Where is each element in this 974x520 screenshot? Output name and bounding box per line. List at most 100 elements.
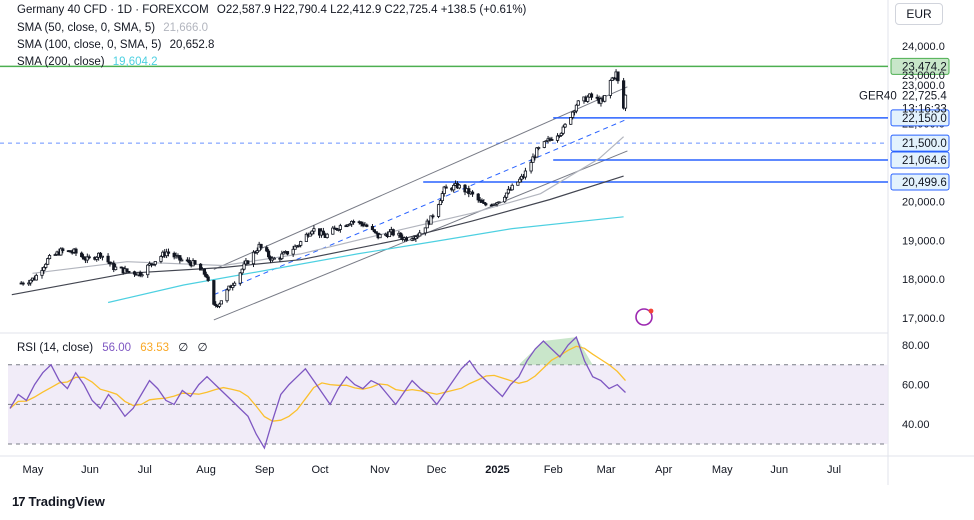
- price-level-tag: [890, 57, 950, 75]
- candle-body: [238, 272, 242, 284]
- rsi-label[interactable]: RSI (14, close): [17, 342, 94, 354]
- candle-body: [53, 254, 57, 256]
- candle-body: [616, 71, 620, 82]
- candle-body: [100, 255, 105, 258]
- legend-title-row: Germany 40 CFD · 1D · FOREXCOM O22,587.9…: [17, 4, 531, 16]
- candle-body: [523, 170, 528, 178]
- tradingview-brand[interactable]: 17 TradingView: [12, 494, 105, 509]
- candle-body: [399, 232, 403, 238]
- candle-body: [452, 184, 456, 191]
- rsi-value: 56.00: [102, 342, 132, 354]
- sma200-line[interactable]: [107, 216, 624, 304]
- candle-body: [348, 223, 352, 226]
- symbol-label: GER40: [859, 91, 897, 103]
- channel-upper-line[interactable]: [213, 86, 628, 270]
- y-tick-label: 17,000.0: [902, 313, 945, 325]
- y-tick-label: 23,000.0: [902, 70, 945, 82]
- candle-body: [622, 80, 626, 109]
- candle-body: [127, 271, 131, 273]
- channel-mid-line[interactable]: [213, 118, 628, 296]
- sma200-label[interactable]: SMA (200, close): [17, 56, 105, 68]
- candle-body: [267, 250, 271, 258]
- candle-body: [404, 237, 409, 241]
- rsi-ma-value: 63.53: [140, 342, 170, 354]
- candle-body: [531, 156, 535, 163]
- candle-body: [225, 289, 229, 302]
- sma50-line[interactable]: [32, 136, 625, 274]
- y-tick-label: 23,000.0: [902, 80, 945, 92]
- price-level-label: 22,150.0: [902, 113, 947, 125]
- x-tick-label: Nov: [370, 464, 390, 476]
- candle-body: [219, 300, 223, 305]
- candle-body: [233, 282, 237, 286]
- x-tick-label: May: [712, 464, 733, 476]
- x-tick-label: Mar: [597, 464, 616, 476]
- rsi-extra-1: ∅: [178, 342, 189, 354]
- candle-body: [227, 285, 231, 291]
- candle-body: [431, 215, 435, 218]
- x-tick-label: Jul: [827, 464, 841, 476]
- candle-body: [95, 256, 99, 260]
- candle-body: [251, 251, 256, 265]
- legend-sma200-row: SMA (200, close) 19,604.2: [17, 56, 163, 68]
- currency-button[interactable]: EUR: [895, 3, 943, 25]
- candle-body: [40, 270, 44, 276]
- candle-body: [484, 203, 488, 206]
- candle-body: [212, 280, 216, 305]
- candle-body: [574, 104, 579, 112]
- rsi-extra-2: ∅: [197, 342, 208, 354]
- candle-body: [27, 282, 31, 285]
- sma100-label[interactable]: SMA (100, close, 0, SMA, 5): [17, 39, 162, 51]
- x-tick-label: Dec: [427, 464, 447, 476]
- x-tick-label: Apr: [655, 464, 672, 476]
- price-level-label: 20,499.6: [902, 177, 947, 189]
- candle-body: [293, 245, 297, 250]
- candle-body: [312, 228, 316, 232]
- rsi-line[interactable]: [9, 335, 626, 450]
- candle-body: [140, 274, 144, 277]
- sma100-line[interactable]: [11, 175, 624, 296]
- rsi-ma-line[interactable]: [9, 345, 626, 422]
- symbol-title[interactable]: Germany 40 CFD · 1D · FOREXCOM: [17, 4, 209, 16]
- candle-body: [516, 181, 520, 186]
- candle-body: [569, 117, 573, 125]
- candle-body: [412, 238, 416, 241]
- candle-body: [280, 253, 284, 260]
- candle-body: [265, 247, 269, 252]
- candle-body: [365, 224, 369, 227]
- candle-body: [180, 259, 184, 262]
- candle-body: [387, 231, 392, 238]
- candle-body: [495, 202, 499, 205]
- x-tick-label: 2025: [485, 464, 509, 476]
- lightning-icon[interactable]: [635, 308, 653, 326]
- candle-body: [378, 234, 382, 239]
- candle-body: [436, 204, 441, 217]
- candle-body: [187, 259, 191, 264]
- candle-body: [106, 255, 110, 263]
- candle-body: [285, 251, 290, 255]
- sma50-label[interactable]: SMA (50, close, 0, SMA, 5): [17, 22, 156, 34]
- price-level-tag: [890, 134, 950, 152]
- candle-body: [586, 96, 590, 102]
- candle-body: [429, 215, 433, 225]
- candle-body: [29, 279, 33, 284]
- legend-sma50-row: SMA (50, close, 0, SMA, 5) 21,666.0: [17, 22, 213, 34]
- candle-body: [608, 80, 613, 96]
- candle-body: [165, 251, 169, 257]
- candle-body: [555, 135, 560, 141]
- candle-body: [444, 186, 448, 189]
- candle-body: [44, 263, 48, 268]
- brand-name: TradingView: [28, 494, 105, 509]
- candle-body: [589, 93, 594, 98]
- sma100-value: 20,652.8: [169, 39, 215, 51]
- candle-body: [559, 132, 563, 136]
- candle-body: [282, 252, 286, 255]
- candle-body: [334, 227, 339, 231]
- x-tick-label: Jun: [81, 464, 99, 476]
- rsi-y-tick-label: 40.00: [902, 419, 930, 431]
- ohlc-values: O22,587.9 H22,790.4 L22,412.9 C22,725.4 …: [216, 4, 527, 16]
- price-level-tag: [890, 109, 950, 127]
- candle-body: [480, 200, 484, 203]
